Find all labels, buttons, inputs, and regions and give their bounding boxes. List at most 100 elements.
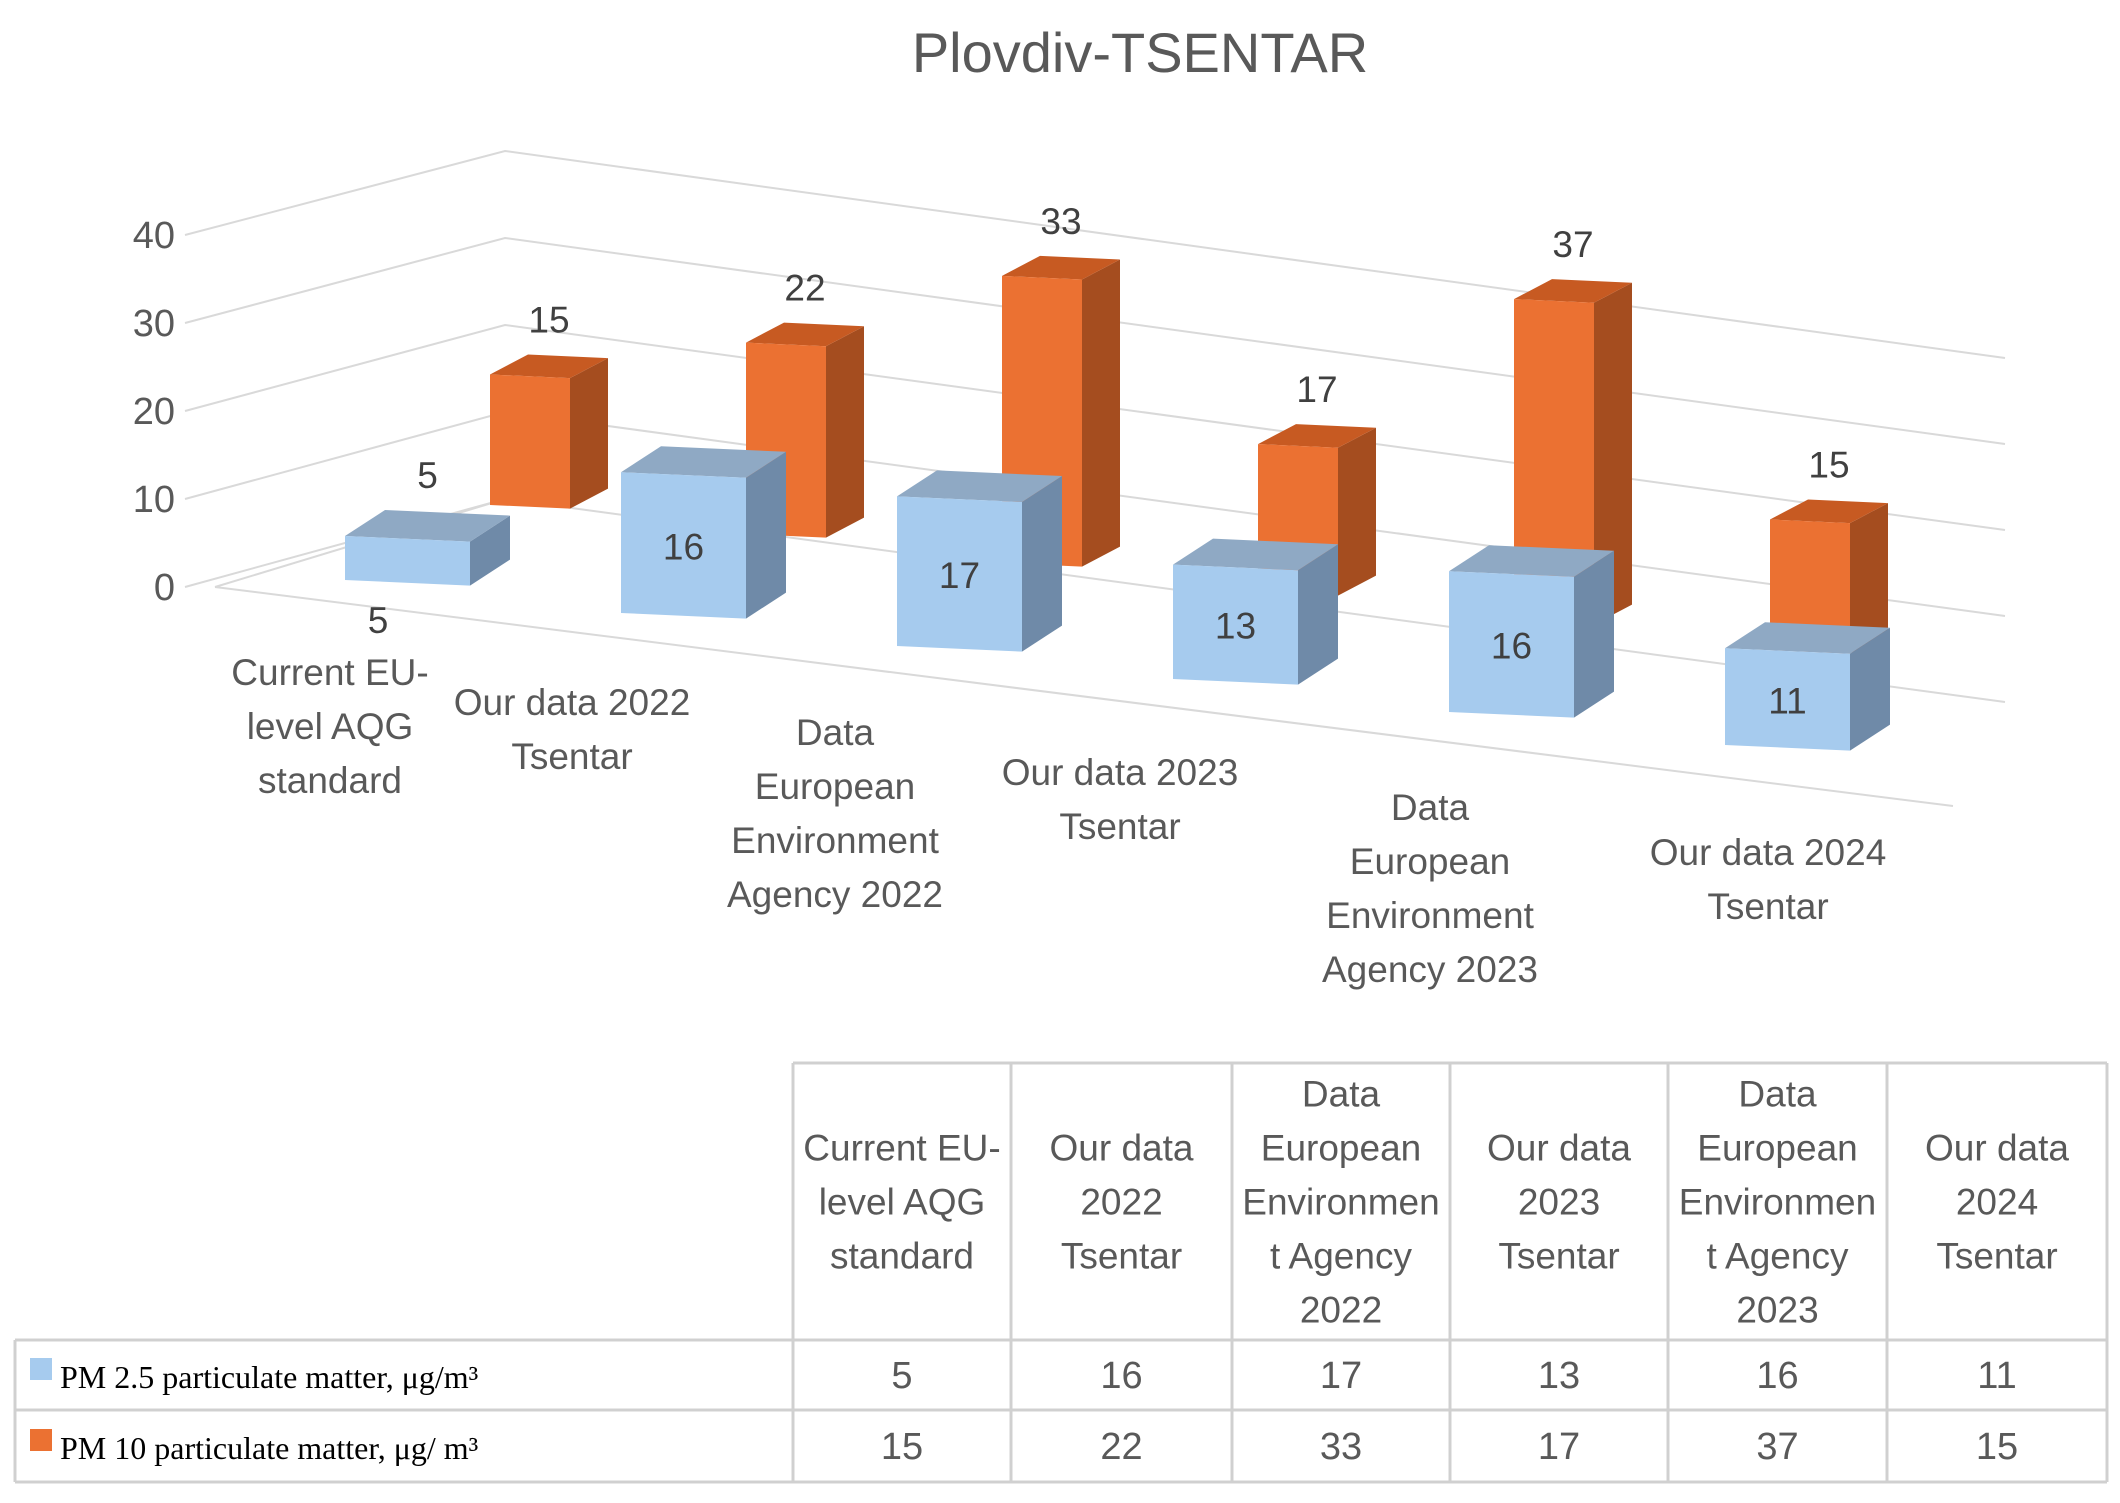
bar-pm10-front (1770, 519, 1850, 654)
table-header-cell: 2022 (1080, 1182, 1162, 1223)
y-tick-label: 40 (133, 215, 175, 257)
bar-pm10-front (1514, 299, 1594, 625)
bar-pm25-top (897, 470, 1062, 502)
gridline (184, 149, 2006, 359)
bar-pm10 (1514, 279, 1632, 625)
data-label: 5 (417, 455, 438, 496)
bar-pm10-top (1258, 424, 1376, 448)
table-header-cell: Tsentar (1936, 1236, 2057, 1277)
bar-pm25-top (1449, 545, 1614, 577)
table-value-cell: 22 (1100, 1426, 1142, 1468)
x-category-label: Agency 2022 (727, 874, 943, 915)
bar-pm25-side (1574, 550, 1614, 718)
bar-pm10 (1770, 499, 1888, 654)
bar-pm25 (1449, 545, 1614, 718)
bar-pm25-side (1298, 544, 1338, 685)
bar-pm25-top (345, 510, 510, 542)
gridline (184, 236, 2006, 445)
data-label: 15 (528, 300, 569, 341)
bar-pm25 (621, 446, 786, 619)
table-value-cell: 16 (1756, 1355, 1798, 1397)
data-label: 16 (663, 526, 704, 567)
data-label: 11 (1768, 680, 1806, 721)
y-tick-label: 0 (154, 567, 175, 609)
data-label: 5 (368, 600, 389, 641)
table-value-cell: 5 (891, 1355, 912, 1397)
bar-pm25 (1725, 622, 1890, 751)
floor-front-edge (214, 586, 1954, 807)
bar-pm25-side (1850, 627, 1890, 751)
table-header-cell: Data (1738, 1074, 1817, 1115)
table-value-cell: 16 (1100, 1355, 1142, 1397)
x-category-label: Environment (731, 820, 939, 861)
bar-pm25-front (1725, 648, 1850, 751)
bar-pm25-top (1173, 538, 1338, 571)
x-category-label: Our data 2022 (454, 682, 691, 723)
x-category-label: standard (258, 760, 402, 801)
x-category-label: level AQG (247, 706, 414, 747)
data-label: 17 (1296, 369, 1337, 410)
table-header-cell: European (1261, 1128, 1421, 1169)
y-tick-label: 10 (133, 479, 175, 521)
table-header-cell: t Agency (1707, 1236, 1849, 1277)
table-header-cell: Environmen (1679, 1182, 1876, 1223)
gridline (184, 323, 2006, 531)
table-header-cell: Our data (1925, 1128, 2069, 1169)
bar-pm25 (897, 470, 1062, 652)
table-value-cell: 11 (1977, 1355, 2016, 1397)
table-header-cell: European (1697, 1128, 1857, 1169)
y-tick-label: 20 (133, 391, 175, 433)
bar-pm25-side (470, 515, 510, 586)
bar-pm25-side (1022, 476, 1062, 652)
table-header-cell: 2023 (1736, 1290, 1818, 1331)
bar-pm10-top (490, 354, 608, 379)
bar-pm25-top (1725, 622, 1890, 654)
table-value-cell: 17 (1538, 1426, 1580, 1468)
bars (345, 255, 1890, 751)
bar-pm25-front (1173, 564, 1298, 685)
x-category-label: Agency 2023 (1322, 949, 1538, 990)
table-header-cell: Current EU- (803, 1128, 1000, 1169)
table-header-cell: Tsentar (1498, 1236, 1619, 1277)
table-value-cell: 13 (1538, 1355, 1580, 1397)
x-category-label: European (755, 766, 915, 807)
table-value-cell: 33 (1320, 1426, 1362, 1468)
bar-pm10-front (490, 374, 570, 509)
table-header-cell: t Agency (1270, 1236, 1412, 1277)
category-labels: Current EU-level AQG standard Our data 202… (231, 652, 1886, 990)
table-header-cell: 2022 (1300, 1290, 1382, 1331)
table-value-cell: 37 (1756, 1426, 1798, 1468)
table-value-cell: 17 (1320, 1355, 1362, 1397)
table-header-cell: standard (830, 1236, 974, 1277)
bar-pm25-top (621, 446, 786, 478)
bar-pm10-top (1002, 255, 1120, 280)
bar-pm25 (345, 510, 510, 586)
bar-pm10-side (1082, 259, 1120, 567)
legend-key (30, 1429, 52, 1451)
x-category-label: Data (1391, 787, 1470, 828)
data-label: 22 (784, 268, 825, 309)
x-category-label: Current EU- (231, 652, 428, 693)
y-tick-label: 30 (133, 303, 175, 345)
bar-pm25-front (345, 536, 470, 586)
data-label: 17 (939, 555, 980, 596)
bar-pm10-side (1594, 282, 1632, 625)
bar-pm10-side (826, 326, 864, 538)
x-category-label: Our data 2024 (1650, 832, 1887, 873)
data-label: 13 (1215, 606, 1256, 647)
data-label: 33 (1040, 201, 1081, 242)
x-category-label: Tsentar (1707, 886, 1828, 927)
table-header-cell: Our data (1050, 1128, 1194, 1169)
chart-title: Plovdiv-TSENTAR (912, 21, 1368, 84)
x-category-label: Environment (1326, 895, 1534, 936)
bar-pm10-top (1770, 499, 1888, 524)
bar-pm10-top (1514, 279, 1632, 303)
bar-pm10-top (746, 322, 864, 347)
bar-pm10-side (1338, 427, 1376, 596)
table-value-cell: 15 (1976, 1426, 2018, 1468)
bar-pm10-side (570, 358, 608, 509)
x-category-label: Tsentar (1059, 806, 1180, 847)
data-label: 15 (1808, 445, 1849, 486)
table-header-cell: Tsentar (1061, 1236, 1182, 1277)
